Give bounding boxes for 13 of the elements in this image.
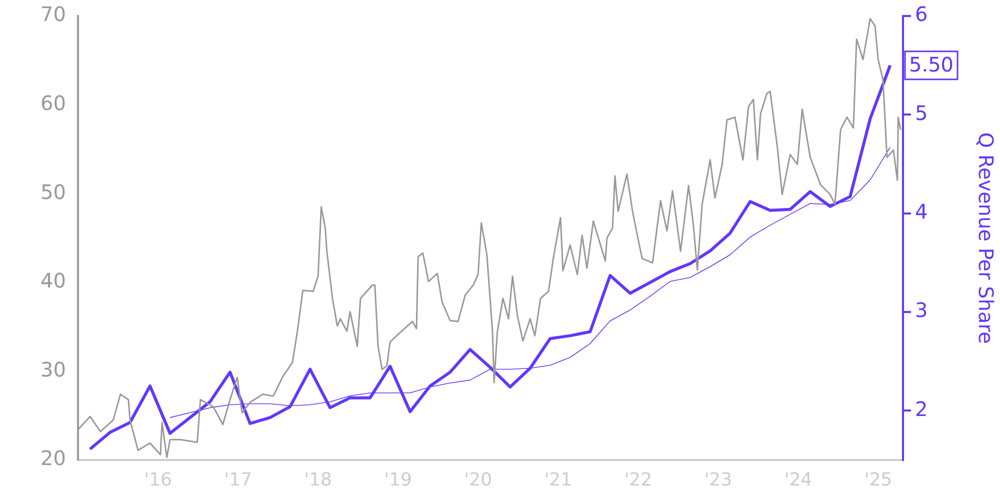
y2-axis-title: Q Revenue Per Share	[974, 132, 998, 344]
y-tick-label: 40	[40, 268, 66, 293]
y-tick-label: 20	[40, 446, 66, 470]
y2-tick-label: 5	[915, 100, 928, 125]
y-tick-label: 70	[40, 2, 66, 26]
y2-tick-label: 4	[915, 200, 928, 224]
y-tick-label: 60	[40, 91, 66, 116]
y-tick-label: 50	[40, 180, 66, 204]
y-tick-label: 30	[40, 357, 66, 382]
y2-tick-label: 3	[915, 298, 928, 322]
y2-tick-label: 2	[915, 396, 928, 421]
y2-tick-label: 6	[915, 2, 928, 26]
data-label: 5.50	[909, 52, 954, 77]
